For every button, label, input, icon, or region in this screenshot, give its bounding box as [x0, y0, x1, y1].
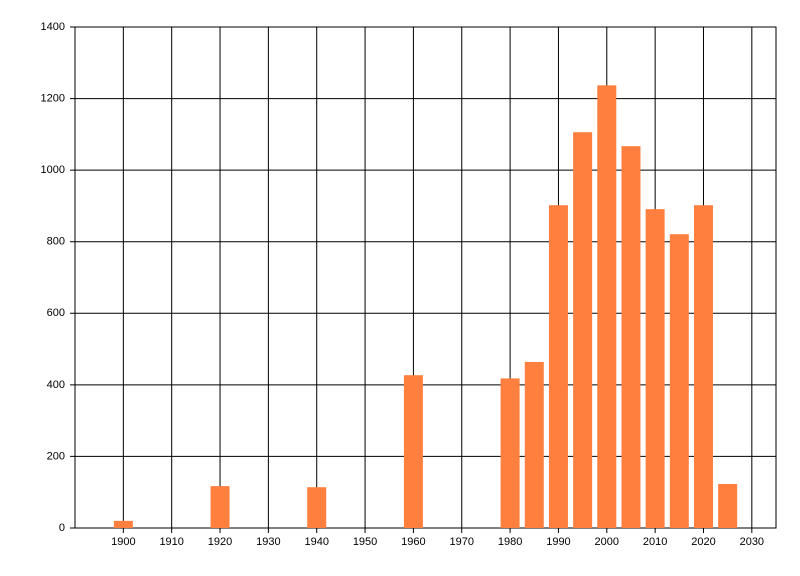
x-tick-label: 2020	[691, 536, 715, 548]
x-tick-label: 1910	[159, 536, 183, 548]
bar	[210, 486, 230, 528]
x-tick-label: 1940	[304, 536, 328, 548]
bar	[573, 132, 593, 528]
y-tick-label: 600	[47, 307, 65, 319]
y-tick-label: 1000	[41, 164, 65, 176]
x-tick-label: 1930	[256, 536, 280, 548]
x-tick-label: 1950	[353, 536, 377, 548]
bar	[621, 146, 641, 528]
x-tick-label: 1970	[450, 536, 474, 548]
bar	[693, 205, 713, 528]
y-tick-label: 1400	[41, 21, 65, 33]
x-tick-label: 1920	[208, 536, 232, 548]
x-tick-label: 2030	[740, 536, 764, 548]
bar	[548, 205, 568, 528]
y-tick-label: 400	[47, 379, 65, 391]
x-tick-label: 1980	[498, 536, 522, 548]
bar	[307, 487, 327, 528]
y-tick-label: 1200	[41, 92, 65, 104]
bar	[524, 361, 544, 528]
x-tick-label: 2000	[595, 536, 619, 548]
bar	[669, 234, 689, 528]
bar	[113, 520, 133, 528]
bar	[718, 483, 738, 528]
x-tick-label: 1990	[546, 536, 570, 548]
y-tick-label: 0	[59, 522, 65, 534]
bar	[645, 209, 665, 528]
y-tick-label: 200	[47, 450, 65, 462]
bar	[403, 375, 423, 528]
x-tick-label: 1960	[401, 536, 425, 548]
y-tick-label: 800	[47, 236, 65, 248]
bar	[597, 85, 617, 528]
bar	[500, 378, 520, 528]
x-tick-label: 1900	[111, 536, 135, 548]
x-tick-label: 2010	[643, 536, 667, 548]
